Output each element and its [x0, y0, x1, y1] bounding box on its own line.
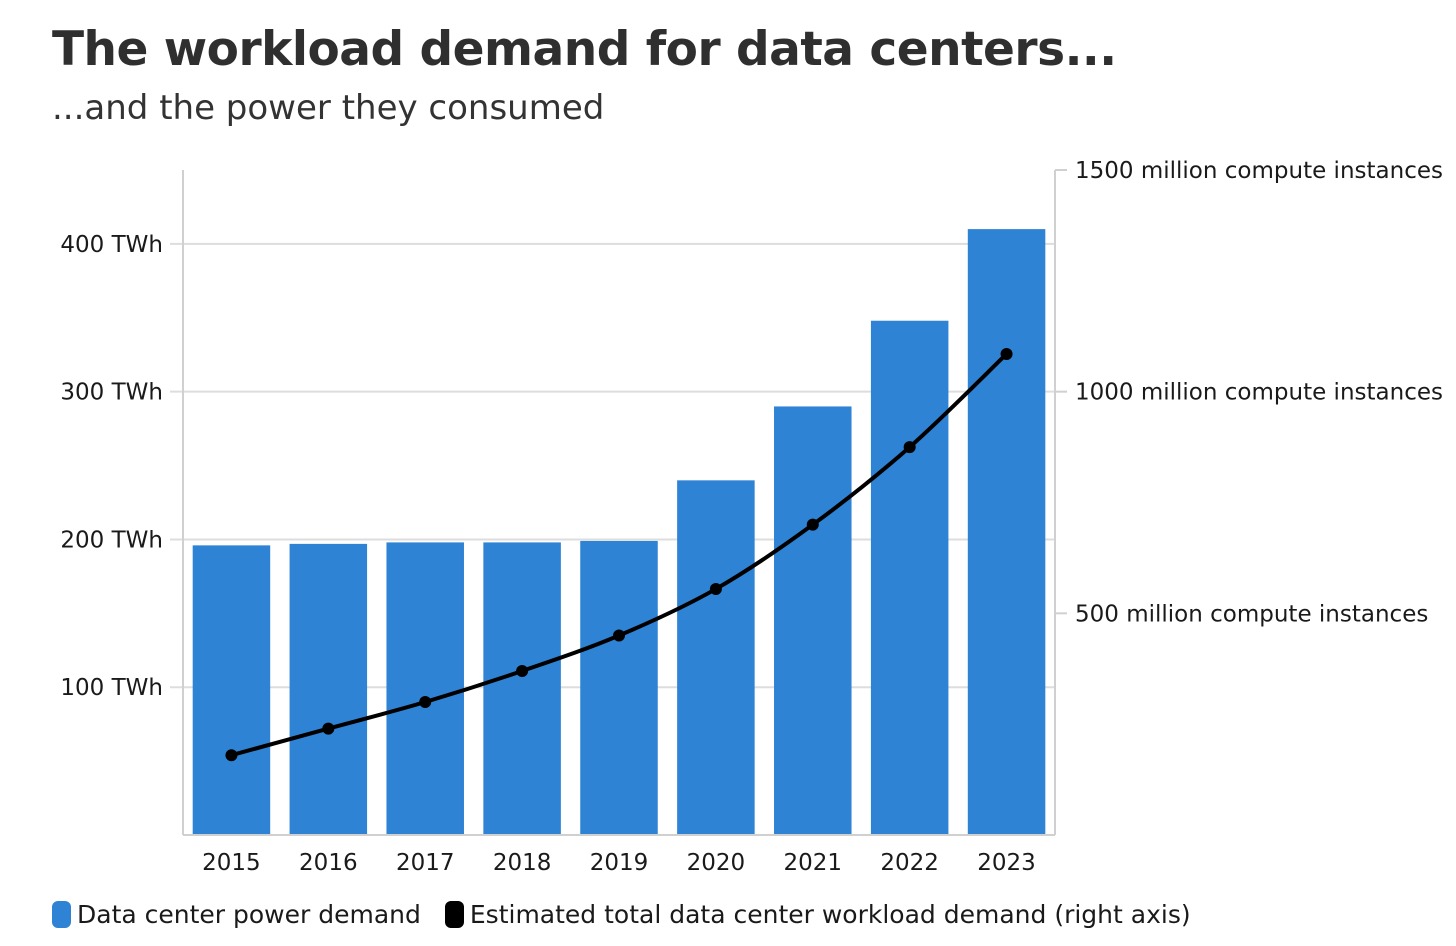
x-tick-label: 2017: [396, 850, 455, 876]
y-left-tick-label: 400 TWh: [60, 232, 163, 258]
x-tick-label: 2019: [590, 850, 649, 876]
y-left-tick-label: 100 TWh: [60, 675, 163, 701]
bar: [483, 542, 561, 835]
y-left-tick-label: 200 TWh: [60, 527, 163, 553]
legend-item-workload-demand: Estimated total data center workload dem…: [444, 900, 1191, 929]
y-right-tick-label: 500 million compute instances: [1075, 601, 1428, 627]
workload-point: [1000, 347, 1013, 360]
x-tick-label: 2016: [299, 850, 358, 876]
workload-point: [322, 722, 335, 735]
bar: [192, 545, 271, 835]
legend-label-power-demand: Data center power demand: [77, 900, 421, 929]
workload-point: [806, 518, 819, 531]
combo-chart: 100 TWh 200 TWh 300 TWh 400 TWh 2015 2016 2017…: [60, 158, 1443, 876]
workload-point: [903, 441, 916, 454]
bar: [580, 540, 658, 835]
bar: [386, 542, 464, 835]
x-tick-label: 2018: [493, 850, 552, 876]
bar: [967, 229, 1046, 836]
chart-subtitle: ...and the power they consumed: [52, 88, 605, 128]
workload-point: [516, 664, 529, 677]
legend-item-power-demand: Data center power demand: [52, 900, 421, 929]
x-tick-label: 2023: [977, 850, 1036, 876]
y-right-tick-label: 1000 million compute instances: [1075, 380, 1443, 406]
chart-legend: Data center power demand Estimated total…: [52, 900, 1215, 929]
y-right-tick-label: 1500 million compute instances: [1075, 158, 1443, 184]
legend-swatch-bar: [52, 901, 71, 928]
chart-title: The workload demand for data centers...: [52, 22, 1117, 77]
bar: [677, 480, 755, 835]
bar: [870, 320, 949, 835]
x-tick-label: 2020: [687, 850, 746, 876]
bar: [774, 406, 852, 835]
x-tick-label: 2021: [784, 850, 843, 876]
bar: [289, 543, 368, 835]
workload-point: [225, 749, 238, 762]
x-tick-label: 2015: [202, 850, 261, 876]
workload-point: [709, 582, 722, 595]
y-left-tick-label: 300 TWh: [60, 380, 163, 406]
legend-swatch-line: [444, 901, 464, 928]
workload-point: [613, 629, 625, 642]
workload-point: [419, 696, 432, 708]
legend-label-workload-demand: Estimated total data center workload dem…: [469, 900, 1191, 929]
x-tick-label: 2022: [880, 850, 939, 876]
